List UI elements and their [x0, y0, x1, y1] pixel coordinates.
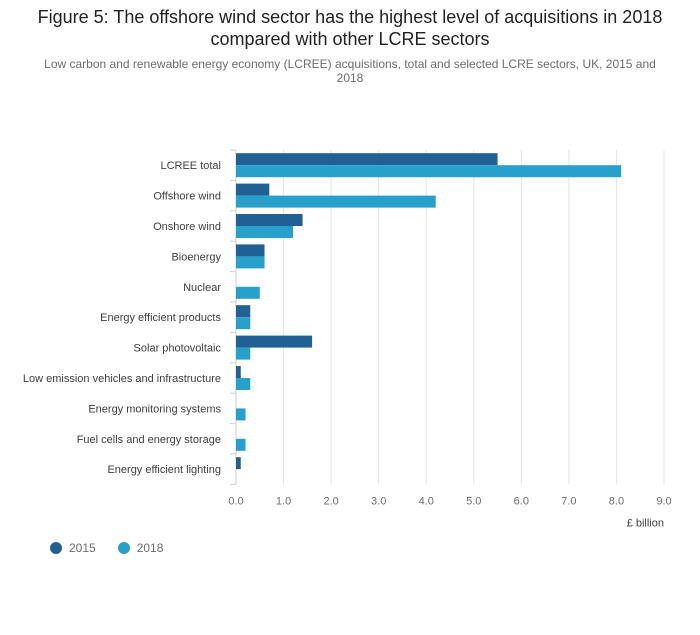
legend-item-2018[interactable]: 2018	[117, 541, 164, 555]
bar-2015[interactable]	[236, 214, 303, 226]
bar-2015[interactable]	[236, 366, 241, 378]
legend: 2015 2018	[50, 541, 163, 555]
legend-label-2015: 2015	[69, 541, 96, 555]
category-label: Low emission vehicles and infrastructure	[23, 373, 221, 385]
x-tick-label: 8.0	[609, 495, 624, 507]
bar-2018[interactable]	[236, 256, 265, 269]
category-label: Energy efficient products	[100, 312, 221, 324]
category-label: Onshore wind	[153, 221, 221, 233]
legend-swatch-2015	[50, 542, 62, 554]
x-tick-label: 6.0	[514, 495, 529, 507]
bar-2018[interactable]	[236, 347, 251, 360]
x-tick-label: 2.0	[323, 495, 338, 507]
category-label: LCREE total	[160, 160, 221, 172]
category-label: Energy monitoring systems	[88, 403, 221, 415]
bar-2015[interactable]	[236, 457, 241, 470]
x-tick-label: 9.0	[656, 495, 671, 507]
bar-2015[interactable]	[236, 305, 251, 318]
bar-2018[interactable]	[236, 378, 251, 390]
category-label: Solar photovoltaic	[134, 343, 222, 355]
x-tick-label: 1.0	[276, 495, 291, 507]
chart-subtitle: Low carbon and renewable energy economy …	[44, 57, 656, 85]
bar-2018[interactable]	[236, 438, 246, 451]
bar-2015[interactable]	[236, 183, 270, 196]
category-label: Bioenergy	[171, 251, 221, 263]
x-tick-label: 3.0	[371, 495, 386, 507]
chart-title: Figure 5: The offshore wind sector has t…	[37, 7, 663, 49]
x-tick-label: 4.0	[419, 495, 434, 507]
x-tick-label: 7.0	[561, 495, 576, 507]
bar-2015[interactable]	[236, 335, 313, 348]
bar-2018[interactable]	[236, 408, 246, 421]
category-label: Fuel cells and energy storage	[77, 434, 221, 446]
bar-2018[interactable]	[236, 286, 260, 299]
bar-2015[interactable]	[236, 153, 498, 166]
legend-item-2015[interactable]: 2015	[50, 541, 96, 555]
bar-2018[interactable]	[236, 165, 622, 178]
category-label: Energy efficient lighting	[107, 464, 221, 476]
bar-2018[interactable]	[236, 317, 251, 330]
x-tick-label: 5.0	[466, 495, 481, 507]
x-axis-title: £ billion	[627, 517, 664, 529]
bar-2018[interactable]	[236, 226, 294, 238]
x-tick-label: 0.0	[228, 495, 243, 507]
legend-swatch-2018	[117, 542, 130, 554]
bar-2015[interactable]	[236, 244, 265, 257]
bar-2018[interactable]	[236, 195, 436, 208]
legend-label-2018: 2018	[136, 541, 164, 555]
category-label: Nuclear	[183, 282, 221, 294]
category-label: Offshore wind	[153, 191, 221, 203]
